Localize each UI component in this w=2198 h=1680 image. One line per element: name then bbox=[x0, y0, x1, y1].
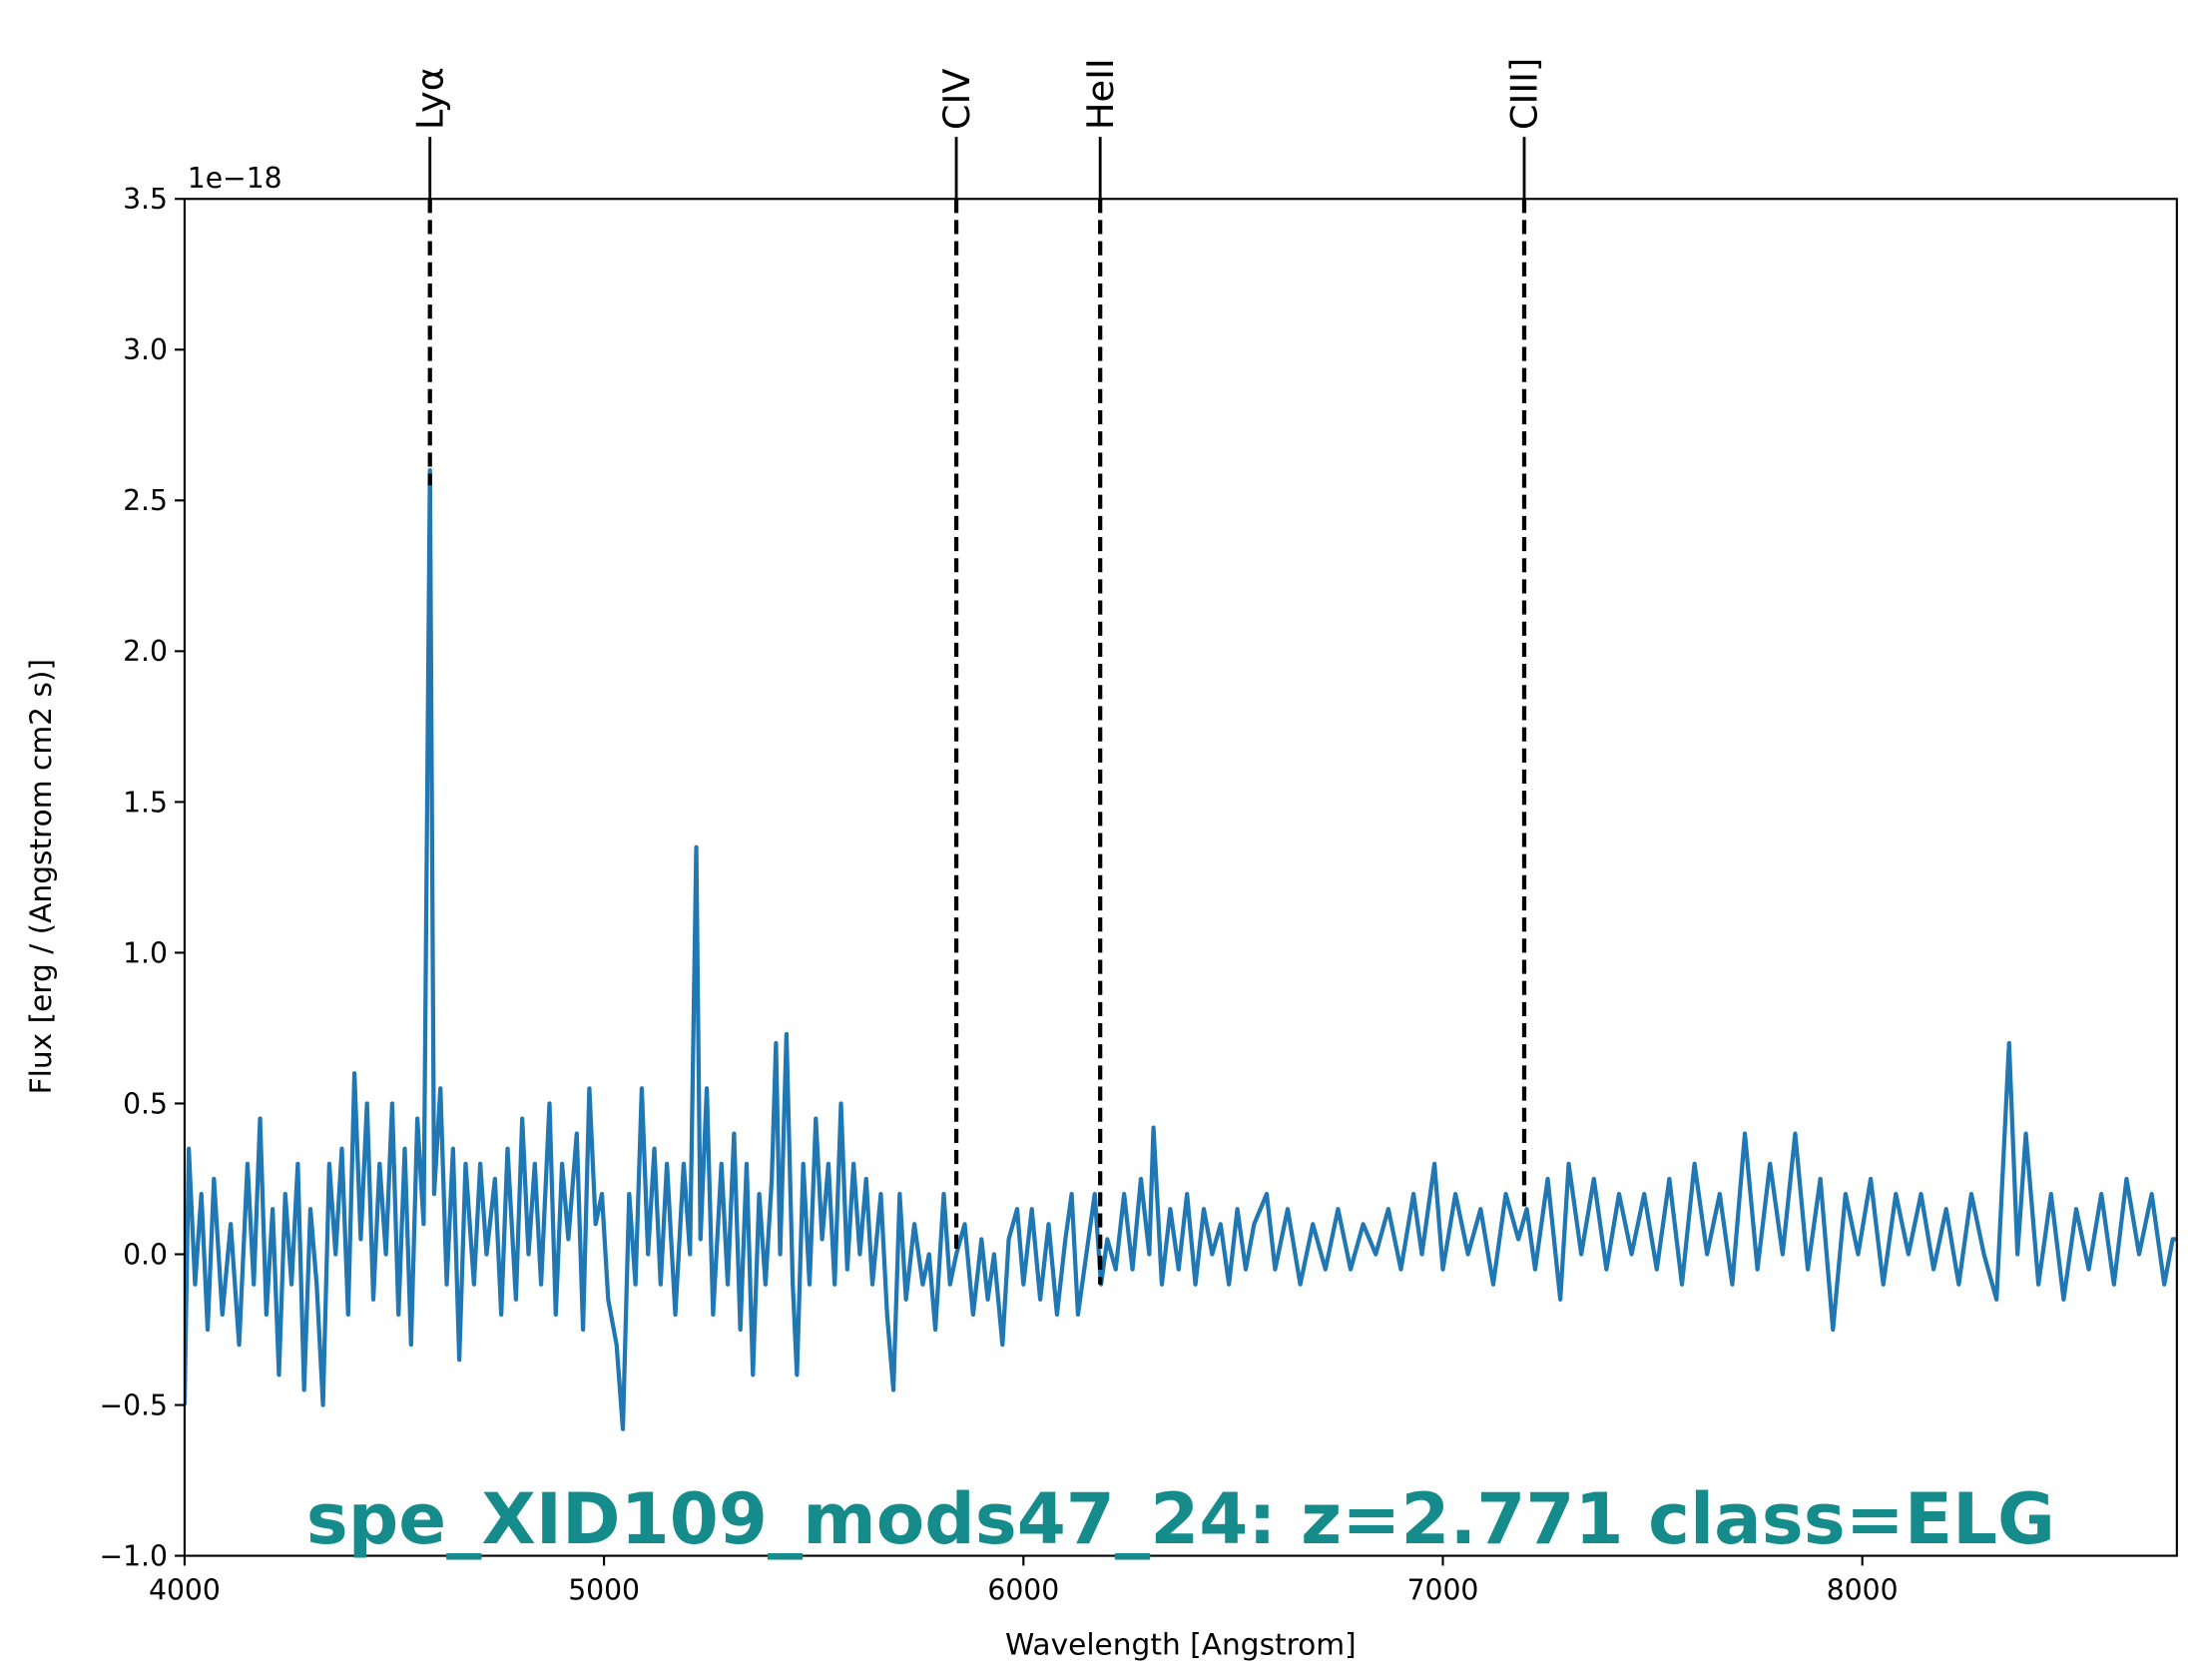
y-axis-label: Flux [erg / (Angstrom cm2 s)] bbox=[23, 659, 58, 1094]
y-tick-label: 3.0 bbox=[123, 333, 168, 366]
annotation: spe_XID109_mods47_24: z=2.771 class=ELG bbox=[306, 1477, 2055, 1560]
x-tick-label: 8000 bbox=[1827, 1573, 1899, 1606]
x-axis-label: Wavelength [Angstrom] bbox=[1005, 1626, 1357, 1661]
emission-line-label: HeII bbox=[1079, 58, 1122, 130]
plot-frame bbox=[183, 198, 2178, 1557]
x-tick-label: 6000 bbox=[987, 1573, 1059, 1606]
emission-line-label: Lyα bbox=[408, 67, 451, 130]
y-tick-label: −0.5 bbox=[99, 1389, 168, 1421]
spectrum-line bbox=[184, 467, 2177, 1431]
x-tick-label: 7000 bbox=[1407, 1573, 1479, 1606]
emission-line-label: CIV bbox=[935, 69, 978, 131]
y-tick-label: 3.5 bbox=[123, 183, 168, 216]
y-tick-label: 1.0 bbox=[123, 936, 168, 969]
y-tick-label: 1.5 bbox=[123, 786, 168, 819]
y-offset-text: 1e−18 bbox=[188, 162, 282, 195]
x-tick-label: 5000 bbox=[568, 1573, 640, 1606]
plot-area bbox=[184, 467, 2177, 1431]
y-tick-label: 0.0 bbox=[123, 1238, 168, 1271]
y-tick-label: 2.0 bbox=[123, 635, 168, 668]
y-tick-label: −1.0 bbox=[99, 1539, 168, 1572]
x-tick-label: 4000 bbox=[149, 1573, 221, 1606]
y-tick-label: 2.5 bbox=[123, 484, 168, 517]
emission-line-label: CIII] bbox=[1503, 58, 1546, 130]
y-tick-label: 0.5 bbox=[123, 1087, 168, 1120]
